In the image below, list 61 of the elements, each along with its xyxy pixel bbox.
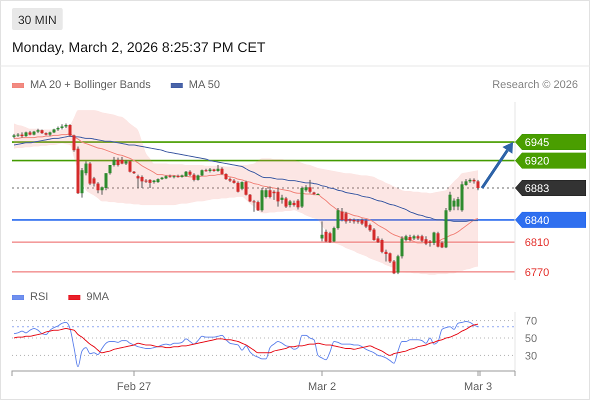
candlestick: [328, 231, 332, 244]
candlestick: [388, 252, 392, 264]
x-tick-label: Feb 27: [116, 380, 152, 393]
candlestick: [252, 199, 256, 212]
y-tick-label: 6770: [524, 266, 550, 279]
candlestick: [256, 200, 260, 212]
line-series: [14, 136, 478, 222]
candlestick: [296, 198, 300, 210]
candlestick: [476, 179, 480, 191]
candlestick: [80, 168, 84, 198]
candlestick: [300, 186, 304, 209]
candlestick: [344, 211, 348, 224]
x-tick-label: Mar 3: [464, 380, 492, 393]
y-tick-label: 6840: [524, 214, 550, 227]
candlestick: [88, 162, 92, 186]
candlestick: [400, 236, 404, 259]
candlestick: [392, 259, 396, 275]
chart-subtitle: Monday, March 2, 2026 8:25:37 PM CET: [12, 39, 266, 55]
legend-label: RSI: [30, 291, 48, 303]
candlestick: [140, 174, 144, 189]
y-tick-label: 50: [524, 333, 538, 346]
candlestick: [380, 238, 384, 254]
y-tick-label: 30: [524, 350, 538, 362]
line-series: [14, 324, 478, 356]
candlestick: [68, 124, 72, 138]
text: Research © 2026: [492, 79, 578, 91]
candlestick: [372, 228, 376, 242]
candlestick: [320, 220, 324, 242]
chart-title: 30 MIN: [18, 13, 57, 27]
candlestick: [136, 174, 140, 189]
y-tick-label: 6920: [524, 156, 550, 168]
candlestick: [276, 188, 280, 208]
candlestick: [104, 172, 108, 191]
candlestick: [96, 182, 100, 194]
legend-label: MA 50: [188, 79, 220, 91]
candlestick: [324, 229, 328, 243]
candlestick: [260, 188, 264, 212]
candlestick: [448, 191, 452, 212]
candlestick: [236, 180, 240, 193]
candlestick: [336, 208, 340, 230]
candlestick: [436, 231, 440, 248]
candlestick: [308, 179, 312, 194]
candlestick: [332, 226, 336, 243]
legend-label: 9MA: [86, 291, 110, 303]
candlestick: [452, 198, 456, 211]
y-tick-label: 70: [524, 316, 538, 328]
candlestick: [112, 156, 116, 168]
x-tick-label: Mar 2: [308, 380, 336, 393]
candlestick: [340, 208, 344, 222]
y-tick-label: 6945: [524, 137, 550, 150]
y-tick-label: 6810: [524, 237, 550, 250]
candlestick: [128, 160, 132, 173]
legend-label: MA 20 + Bollinger Bands: [30, 79, 152, 91]
candlestick: [268, 186, 272, 199]
y-tick-label: 6883: [524, 183, 550, 196]
candlestick: [284, 196, 288, 209]
candlestick: [272, 190, 276, 200]
candlestick: [244, 180, 248, 196]
candlestick: [396, 254, 400, 275]
candlestick: [432, 231, 436, 246]
candlestick: [108, 164, 112, 176]
